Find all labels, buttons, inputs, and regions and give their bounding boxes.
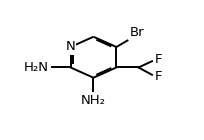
- Text: N: N: [66, 40, 75, 53]
- Text: F: F: [154, 53, 162, 66]
- Text: F: F: [154, 70, 162, 83]
- Text: H₂N: H₂N: [23, 61, 48, 74]
- Text: Br: Br: [130, 26, 144, 39]
- Text: NH₂: NH₂: [81, 94, 106, 107]
